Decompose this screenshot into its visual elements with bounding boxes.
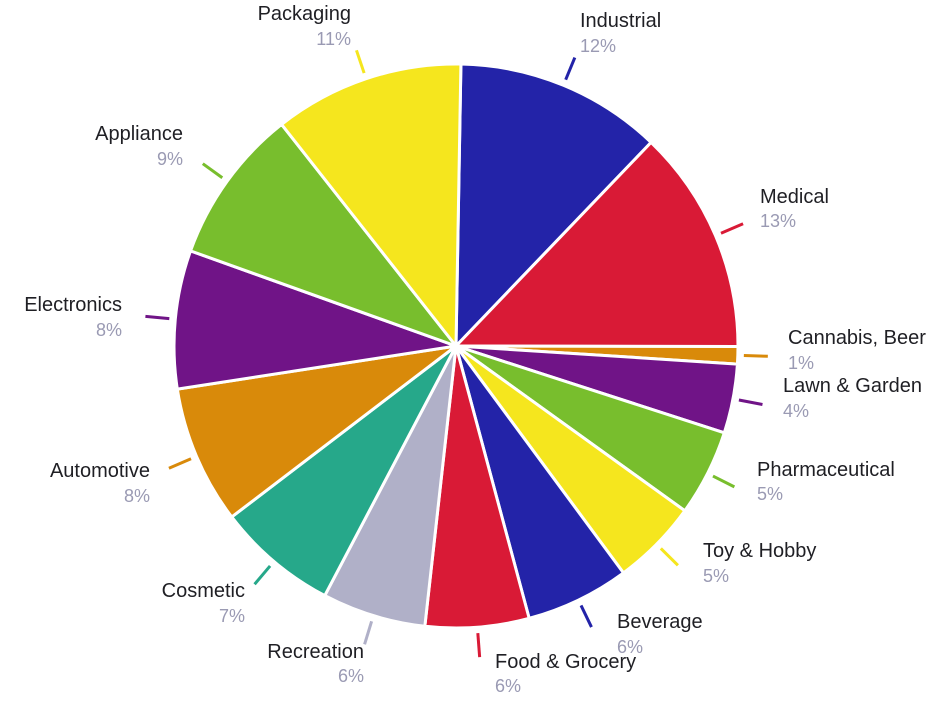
leader-line-recreation [363,620,374,645]
pie-slice-medical [454,140,740,349]
pie-slice-appliance [189,122,458,348]
pie-slice-cosmetic [230,344,458,598]
slice-label-beverage: Beverage [617,611,703,633]
leader-line-industrial [564,56,577,81]
leader-line-automotive [168,457,192,470]
slice-label-cosmetic: Cosmetic [162,580,245,602]
slice-percent-electronics: 8% [96,320,122,340]
slice-label-food-and-grocery: Food & Grocery [495,651,636,673]
leader-line-pharmaceutical [712,474,736,489]
leader-line-medical [720,222,744,235]
slice-label-medical: Medical [760,186,829,208]
slice-label-lawn-and-garden: Lawn & Garden [783,375,922,397]
slice-percent-food-and-grocery: 6% [495,676,521,696]
slice-percent-automotive: 8% [124,486,150,506]
pie-slice-electronics [172,249,458,391]
leader-line-toy-and-hobby [659,547,679,567]
leader-line-electronics [145,314,170,321]
slice-percent-industrial: 12% [580,36,616,56]
slice-percent-pharmaceutical: 5% [757,484,783,504]
labels-layer: Industrial 12% Medical 13% Cannabis, Beer 1%L… [24,3,926,696]
slice-label-packaging: Packaging [258,3,351,25]
slice-percent-lawn-and-garden: 4% [783,401,809,421]
leader-line-packaging [355,49,366,74]
slice-label-electronics: Electronics [24,294,122,316]
slice-label-pharmaceutical: Pharmaceutical [757,459,895,481]
slice-label-cannabis-beer: Cannabis, Beer [788,327,926,349]
slice-percent-cannabis-beer: 1% [788,353,814,373]
slice-percent-packaging: 11% [316,29,351,49]
slice-label-toy-and-hobby: Toy & Hobby [703,540,816,562]
leader-line-cannabis-beer [743,354,768,358]
leader-line-beverage [579,604,593,628]
slice-percent-cosmetic: 7% [219,606,245,626]
slice-percent-toy-and-hobby: 5% [703,566,729,586]
pie-slice-automotive [175,344,458,519]
slice-label-industrial: Industrial [580,10,661,32]
leader-line-appliance [201,162,224,179]
slice-label-appliance: Appliance [95,123,183,145]
slice-percent-beverage: 6% [617,637,643,657]
leader-line-food-and-grocery [476,633,482,658]
slice-label-automotive: Automotive [50,460,150,482]
slice-label-recreation: Recreation [267,641,364,663]
slice-percent-recreation: 6% [338,666,364,686]
leader-lines-layer [145,49,768,658]
pie-slice-industrial [454,62,653,348]
slice-percent-appliance: 9% [157,149,183,169]
slice-percent-medical: 13% [760,211,796,231]
leader-line-cosmetic [253,564,272,586]
slices-layer [172,62,740,630]
leader-line-lawn-and-garden [738,398,763,406]
pie-slice-packaging [280,62,463,348]
